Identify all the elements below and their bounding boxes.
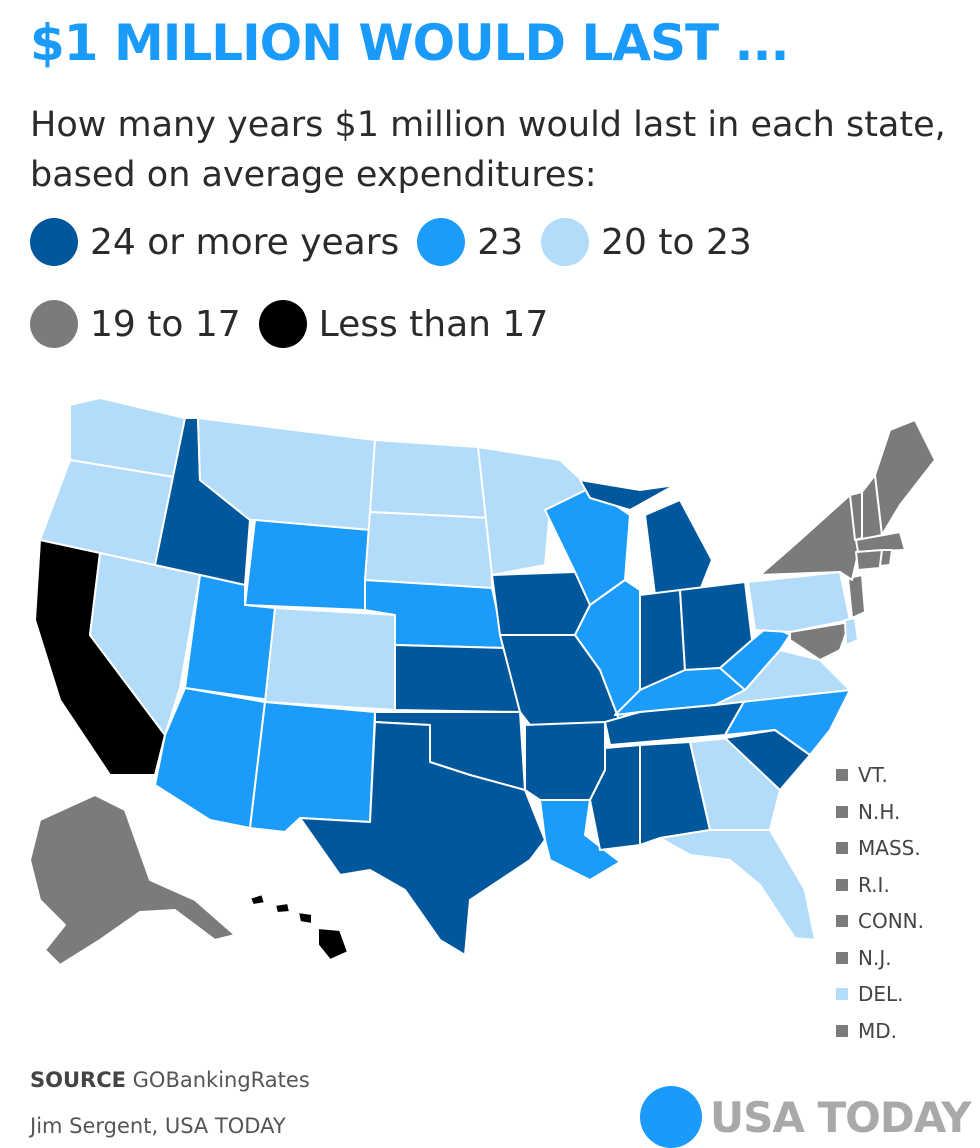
small-state-md: MD. [836,1013,924,1050]
small-state-label: VT. [858,763,888,788]
state-louisiana [539,799,621,881]
legend-dot-dark-blue [30,218,78,266]
state-rhode-island [879,549,893,567]
small-state-label: DEL. [858,982,904,1007]
state-new-mexico [249,701,376,833]
state-iowa [491,571,591,636]
state-new-jersey [847,574,866,619]
legend-row-2: 19 to 17 Less than 17 [30,300,566,348]
source-label: SOURCE [30,1068,126,1092]
small-states-legend: VT. N.H. MASS. R.I. CONN. N.J. DEL. MD. [836,757,924,1049]
legend-item-19-17: 19 to 17 [30,300,241,348]
state-florida [659,829,816,941]
small-state-label: N.H. [858,799,901,824]
legend-label: 19 to 17 [90,303,241,345]
state-kansas [394,644,521,713]
legend-label: 20 to 23 [601,221,752,263]
small-state-mass: MASS. [836,830,924,867]
brand-name: USA TODAY [710,1092,972,1142]
state-maine [874,419,936,536]
state-virginia [714,649,851,706]
state-michigan [579,479,713,596]
state-georgia [689,737,781,831]
chart-title: $1 MILLION WOULD LAST ... [30,14,790,72]
swatch [836,842,848,855]
credit-line: Jim Sergent, USA TODAY [30,1114,286,1138]
small-state-nj: N.J. [836,940,924,977]
source-text: GOBankingRates [132,1068,310,1092]
state-new-york [759,494,861,581]
state-nevada [89,552,201,736]
state-delaware [844,617,859,646]
small-state-label: MD. [858,1018,898,1043]
legend-label: 23 [477,221,524,263]
state-maryland [789,621,851,661]
legend-item-24-plus: 24 or more years [30,218,399,266]
small-state-nh: N.H. [836,794,924,831]
state-connecticut [855,549,883,571]
legend-item-20-23: 20 to 23 [541,218,752,266]
small-state-ri: R.I. [836,867,924,904]
state-arkansas [524,721,606,801]
legend-label: Less than 17 [318,303,549,345]
small-state-label: MASS. [858,836,921,861]
state-north-dakota [369,439,491,519]
small-state-label: N.J. [858,945,892,970]
state-massachusetts [855,531,906,553]
state-colorado [264,607,396,711]
swatch [836,805,848,818]
us-state-map [29,397,936,966]
legend-dot-light-blue [541,218,590,266]
legend-dot-gray [30,300,78,348]
state-wyoming [244,519,371,611]
state-pennsylvania [747,571,851,633]
chart-subtitle: How many years $1 million would last in … [30,105,946,195]
legend-label: 24 or more years [90,221,400,263]
legend-dot-black [258,300,307,348]
legend-item-23: 23 [417,218,523,266]
legend-dot-blue [417,218,466,266]
small-state-label: CONN. [858,909,924,934]
usa-today-logo: USA TODAY [640,1086,972,1148]
legend-row-1: 24 or more years 23 20 to 23 [30,218,770,266]
state-hawaii [249,893,349,961]
swatch [836,915,848,928]
state-alaska [29,794,236,966]
state-texas [299,721,546,956]
swatch [836,769,848,782]
state-south-dakota [364,511,493,589]
small-state-del: DEL. [836,976,924,1013]
small-state-conn: CONN. [836,903,924,940]
brand-dot-icon [640,1086,702,1148]
source-line: SOURCE GOBankingRates [30,1068,310,1092]
swatch [836,878,848,891]
swatch [836,1024,848,1037]
small-state-vt: VT. [836,757,924,794]
swatch [836,951,848,964]
swatch [836,988,848,1001]
small-state-label: R.I. [858,872,890,897]
legend-item-less-17: Less than 17 [258,300,549,348]
